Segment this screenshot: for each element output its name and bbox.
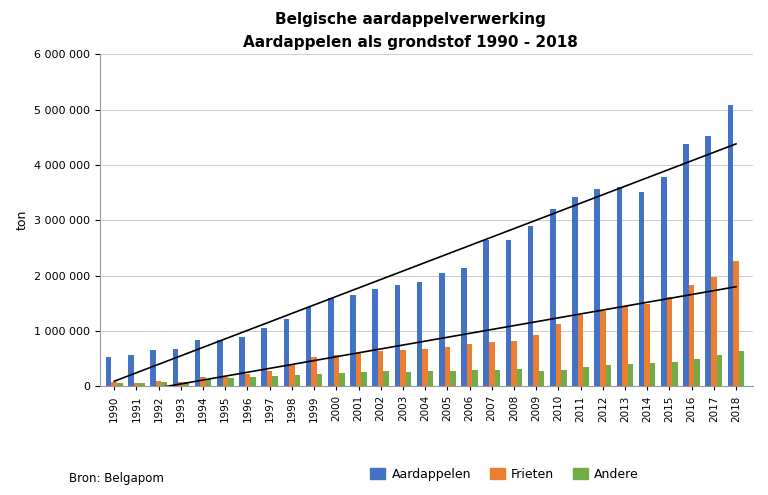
Bar — [694, 359, 700, 386]
Bar — [184, 382, 189, 386]
Bar — [261, 328, 267, 386]
Bar — [151, 350, 156, 386]
Bar — [639, 192, 644, 386]
Bar — [517, 369, 522, 386]
Bar — [594, 189, 600, 386]
Bar — [672, 362, 677, 386]
Bar — [328, 298, 333, 386]
Bar — [173, 348, 178, 386]
Bar — [462, 268, 467, 386]
Bar — [250, 377, 256, 386]
Bar — [289, 365, 295, 386]
Bar — [228, 378, 233, 386]
Bar — [395, 286, 400, 386]
Bar — [600, 311, 605, 386]
Bar — [350, 295, 356, 386]
Bar — [361, 372, 367, 386]
Bar — [161, 382, 167, 386]
Bar — [223, 377, 228, 386]
Bar — [295, 375, 300, 386]
Y-axis label: ton: ton — [15, 210, 28, 231]
Bar — [195, 340, 200, 386]
Bar — [644, 304, 650, 386]
Bar — [650, 363, 656, 386]
Bar — [378, 351, 383, 386]
Bar — [106, 357, 111, 386]
Bar — [339, 373, 345, 386]
Bar — [356, 353, 361, 386]
Text: Belgische aardappelverwerking: Belgische aardappelverwerking — [276, 12, 546, 27]
Bar — [739, 351, 744, 386]
Bar — [617, 187, 622, 386]
Bar — [539, 371, 545, 386]
Bar — [684, 144, 689, 386]
Bar — [555, 324, 561, 386]
Bar — [217, 340, 223, 386]
Bar — [273, 376, 278, 386]
Bar — [495, 369, 500, 386]
Bar — [727, 105, 733, 386]
Bar — [383, 371, 389, 386]
Bar — [400, 349, 406, 386]
Bar — [283, 319, 289, 386]
Bar — [667, 297, 672, 386]
Bar — [245, 375, 250, 386]
Bar — [317, 375, 323, 386]
Bar — [733, 261, 739, 386]
Bar — [372, 290, 378, 386]
Bar — [584, 367, 589, 386]
Bar — [472, 369, 478, 386]
Bar — [267, 371, 273, 386]
Bar — [622, 306, 627, 386]
Bar — [711, 277, 717, 386]
Bar — [467, 344, 472, 386]
Bar — [178, 382, 184, 386]
Bar — [200, 377, 206, 386]
Bar — [306, 306, 311, 386]
Bar — [561, 369, 567, 386]
Bar — [406, 372, 411, 386]
Bar — [505, 240, 511, 386]
Text: Bron: Belgapom: Bron: Belgapom — [69, 472, 164, 485]
Bar — [689, 286, 694, 386]
Bar — [134, 383, 139, 386]
Bar — [661, 177, 667, 386]
Bar — [128, 355, 134, 386]
Legend: Aardappelen, Frieten, Andere: Aardappelen, Frieten, Andere — [366, 463, 644, 486]
Bar — [311, 357, 317, 386]
Bar — [111, 382, 117, 386]
Bar — [422, 349, 428, 386]
Bar — [605, 365, 611, 386]
Bar — [627, 364, 634, 386]
Bar — [450, 371, 455, 386]
Bar — [550, 209, 555, 386]
Bar — [428, 371, 433, 386]
Bar — [528, 226, 533, 386]
Bar — [511, 341, 517, 386]
Bar — [578, 315, 584, 386]
Bar — [417, 282, 422, 386]
Text: Aardappelen als grondstof 1990 - 2018: Aardappelen als grondstof 1990 - 2018 — [243, 35, 578, 50]
Bar — [439, 273, 445, 386]
Bar — [156, 381, 161, 386]
Bar — [206, 379, 211, 386]
Bar — [489, 342, 495, 386]
Bar — [483, 240, 489, 386]
Bar — [572, 197, 578, 386]
Bar — [445, 347, 450, 386]
Bar — [239, 337, 245, 386]
Bar — [706, 136, 711, 386]
Bar — [333, 354, 339, 386]
Bar — [139, 383, 145, 386]
Bar — [533, 335, 539, 386]
Bar — [117, 383, 123, 386]
Bar — [717, 354, 722, 386]
